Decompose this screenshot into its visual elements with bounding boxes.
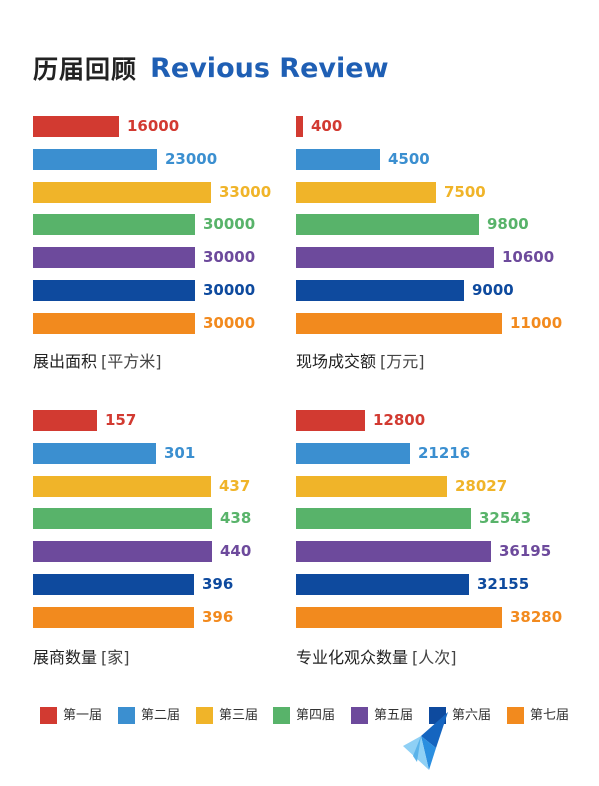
chart-label-3: 展商数量 [家] [33,644,130,668]
data-label-3-7: 396 [202,608,234,626]
data-label-1-7: 30000 [203,314,256,332]
legend-label: 第三届 [219,708,259,723]
bar-2-6 [296,280,464,301]
legend-swatch [196,707,213,724]
legend-swatch [40,707,57,724]
chart-label-text: 专业化观众数量 [296,648,409,667]
bar-1-5 [33,247,195,268]
bar-2-1 [296,116,303,137]
chart-unit-text: [家] [101,648,130,667]
page-title-zh: 历届回顾 [33,55,138,84]
data-label-2-3: 7500 [444,183,486,201]
bar-3-1 [33,410,97,431]
data-label-2-7: 11000 [510,314,563,332]
bar-4-4 [296,508,471,529]
data-label-3-6: 396 [202,575,234,593]
bar-1-1 [33,116,119,137]
chart-panel-1: 16000 23000 33000 30000 30000 30000 30000 展出面积[… [33,116,319,372]
data-label-1-4: 30000 [203,215,256,233]
data-label-1-3: 33000 [219,183,272,201]
bar-3-2 [33,443,156,464]
bar-1-7 [33,313,195,334]
legend-label: 第七届 [530,708,570,723]
bar-1-2 [33,149,157,170]
legend-label: 第二届 [141,708,181,723]
bar-2-3 [296,182,436,203]
bar-3-4 [33,508,212,529]
legend-swatch [351,707,368,724]
origami-bird-logo-icon [403,712,448,770]
legend-label: 第五届 [374,708,414,723]
data-label-2-4: 9800 [487,215,529,233]
chart-unit-text: [万元] [380,352,425,371]
data-label-3-3: 437 [219,477,251,495]
bar-2-2 [296,149,380,170]
chart-unit-text: [平方米] [101,352,162,371]
data-label-4-4: 32543 [479,509,532,527]
page-header: 历届回顾 Revious Review [33,50,389,86]
legend: 第一届 第二届 第三届 第四届 第五届 第六届 第七届 [40,706,580,728]
page-title-en: Revious Review [150,52,389,84]
bar-4-3 [296,476,447,497]
bar-2-4 [296,214,479,235]
bar-1-3 [33,182,211,203]
data-label-3-4: 438 [220,509,252,527]
data-label-4-1: 12800 [373,411,426,429]
chart-panel-3: 157 301 437 438 440 396 396 展商数量 [家] [33,410,319,668]
data-label-4-5: 36195 [499,542,552,560]
data-label-2-6: 9000 [472,281,514,299]
chart-label-4: 专业化观众数量 [人次] [296,644,457,668]
legend-label: 第一届 [63,708,103,723]
data-label-3-1: 157 [105,411,137,429]
bar-3-7 [33,607,194,628]
data-label-4-3: 28027 [455,477,508,495]
data-label-4-6: 32155 [477,575,530,593]
bar-1-6 [33,280,195,301]
data-label-1-1: 16000 [127,117,180,135]
data-label-1-5: 30000 [203,248,256,266]
data-label-3-5: 440 [220,542,252,560]
legend-swatch [118,707,135,724]
bar-2-7 [296,313,502,334]
bar-3-3 [33,476,211,497]
data-label-2-1: 400 [311,117,343,135]
chart-panel-2: 400 4500 7500 9800 10600 9000 11000 现场成交额 [万元] [296,116,599,372]
bar-4-5 [296,541,491,562]
chart-label-2: 现场成交额 [万元] [296,348,425,372]
chart-label-text: 现场成交额 [296,352,377,371]
bar-4-6 [296,574,469,595]
bar-4-2 [296,443,410,464]
chart-label-text: 展商数量 [33,648,98,667]
chart-label-text: 展出面积 [33,352,98,371]
data-label-2-5: 10600 [502,248,555,266]
bar-3-6 [33,574,194,595]
legend-swatch [507,707,524,724]
data-label-2-2: 4500 [388,150,430,168]
bar-4-7 [296,607,502,628]
bar-2-5 [296,247,494,268]
data-label-3-2: 301 [164,444,196,462]
legend-label: 第六届 [452,708,492,723]
data-label-4-2: 21216 [418,444,471,462]
data-label-1-6: 30000 [203,281,256,299]
chart-unit-text: [人次] [412,648,457,667]
legend-swatch [273,707,290,724]
bar-3-5 [33,541,212,562]
data-label-1-2: 23000 [165,150,218,168]
legend-label: 第四届 [296,708,336,723]
bar-1-4 [33,214,195,235]
chart-panel-4: 12800 21216 28027 32543 36195 32155 38280 专业化观众… [296,410,599,668]
bar-4-1 [296,410,365,431]
data-label-4-7: 38280 [510,608,563,626]
chart-label-1: 展出面积 [平方米] [33,348,162,372]
